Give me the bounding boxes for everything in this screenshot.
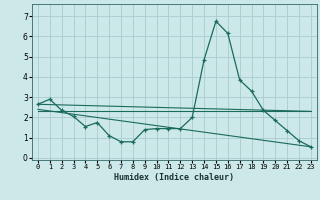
X-axis label: Humidex (Indice chaleur): Humidex (Indice chaleur) bbox=[115, 173, 234, 182]
